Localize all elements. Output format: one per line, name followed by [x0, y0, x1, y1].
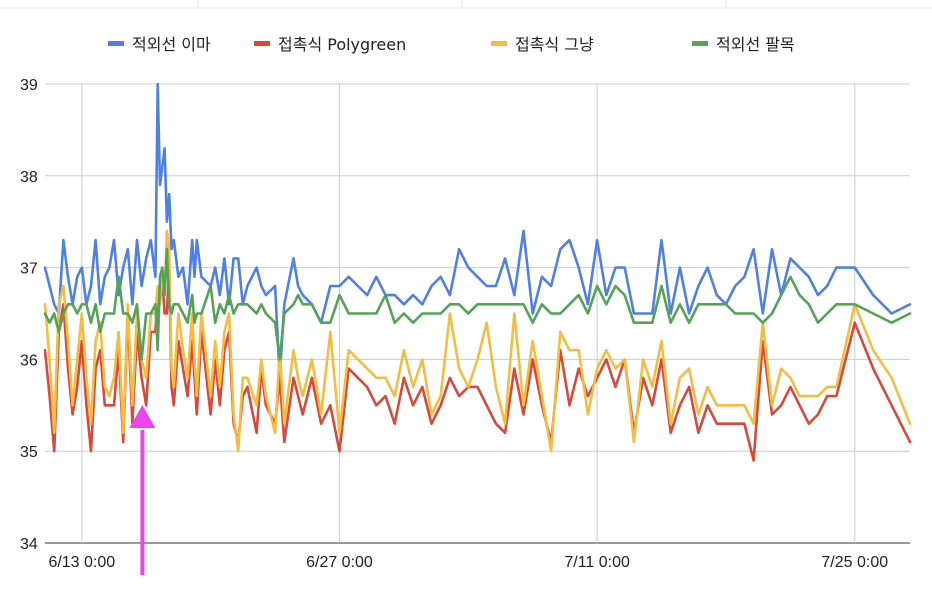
axes: 34 35 36 37 38 39 6/13 0:00 6/27 0:00 7/11 0:00 7… [20, 77, 888, 571]
legend-swatch [254, 41, 270, 46]
y-tick-label: 35 [20, 444, 38, 461]
annotation-arrow-head [129, 405, 156, 428]
legend-swatch [692, 41, 708, 46]
gridlines [45, 83, 910, 544]
legend-swatch [491, 41, 507, 46]
legend-swatch [108, 41, 124, 46]
y-tick-label: 37 [20, 261, 38, 278]
annotation-arrow [129, 405, 156, 575]
legend-label: 접촉식 그냥 [515, 35, 594, 54]
series-lines [43, 82, 912, 462]
y-tick-label: 38 [20, 169, 38, 186]
y-tick-label: 39 [20, 77, 38, 94]
series-line-4 [43, 247, 912, 361]
series-line-1 [43, 82, 912, 380]
legend-label: 적외선 이마 [132, 35, 211, 54]
legend-label: 적외선 팔목 [716, 35, 795, 54]
x-tick-label: 6/13 0:00 [48, 554, 115, 571]
x-tick-label: 7/11 0:00 [564, 554, 630, 571]
y-tick-label: 36 [20, 352, 38, 369]
y-tick-label: 34 [20, 536, 38, 553]
legend: 적외선 이마 접촉식 Polygreen 접촉식 그냥 적외선 팔목 [108, 35, 795, 54]
top-partial-frame [0, 0, 932, 9]
series-line-3 [43, 229, 912, 453]
x-tick-label: 7/25 0:00 [821, 554, 888, 571]
legend-label: 접촉식 Polygreen [278, 35, 406, 54]
x-tick-label: 6/27 0:00 [306, 554, 373, 571]
